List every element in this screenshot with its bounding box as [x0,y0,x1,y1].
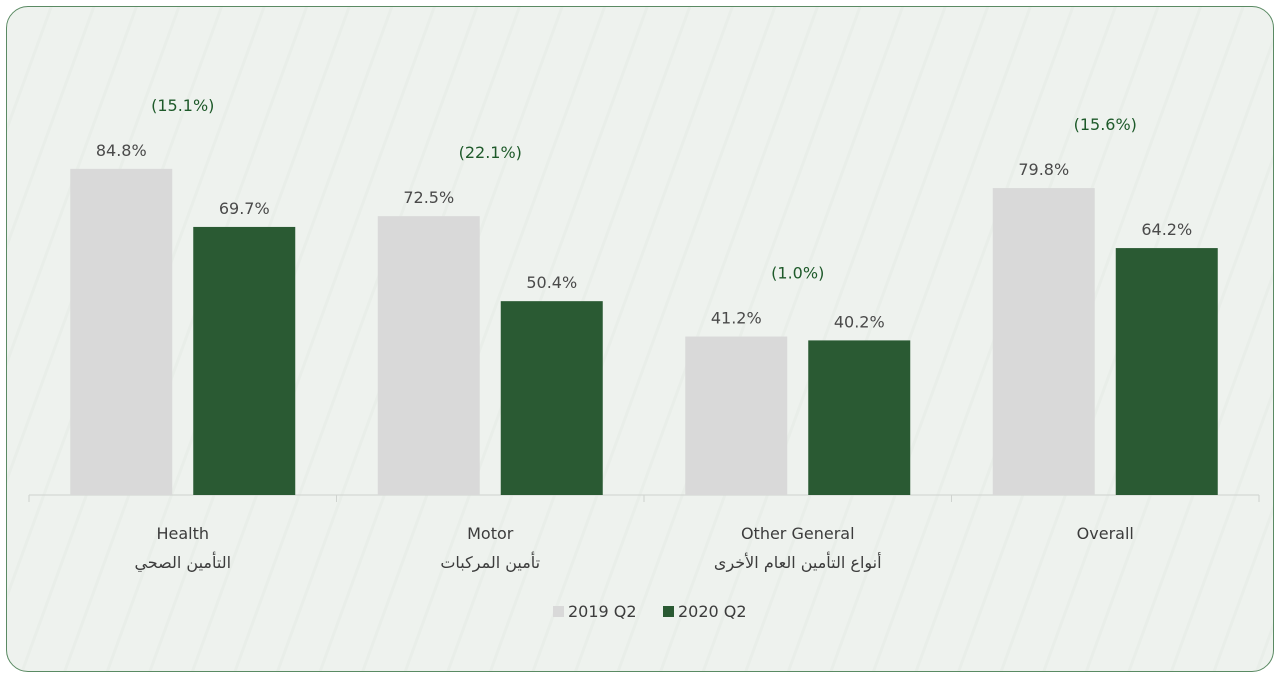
data-label: 41.2% [711,309,762,328]
bar-chart: 84.8% 69.7% (15.1%) Health التأمين الصحي 72.5… [7,7,1273,671]
data-label: 79.8% [1018,160,1069,179]
bar-2019-q2 [70,168,173,496]
data-label: 64.2% [1141,220,1192,239]
change-label: (22.1%) [459,143,522,162]
bar-2019-q2 [685,336,788,495]
data-label: 84.8% [96,141,147,160]
legend-label: 2020 Q2 [678,602,747,621]
bar-2020-q2 [500,301,603,495]
chart-card: 84.8% 69.7% (15.1%) Health التأمين الصحي 72.5… [6,6,1274,672]
legend-label: 2019 Q2 [568,602,637,621]
category-label-arabic: التأمين الصحي [134,551,231,573]
category-label: Other General [741,524,855,543]
bar-2019-q2 [992,188,1095,495]
legend-swatch-2019-q2 [553,606,564,617]
change-label: (15.6%) [1074,115,1137,134]
category-label: Health [156,524,209,543]
category-label: Motor [467,524,514,543]
bar-2019-q2 [377,216,480,496]
bar-2020-q2 [808,340,911,495]
bar-2020-q2 [193,226,296,495]
data-label: 69.7% [219,199,270,218]
data-label: 40.2% [834,312,885,331]
category-label: Overall [1077,524,1134,543]
category-label-arabic: تأمين المركبات [440,551,540,573]
change-label: (1.0%) [771,264,824,283]
change-label: (15.1%) [151,96,214,115]
data-label: 72.5% [403,188,454,207]
legend-swatch-2020-q2 [663,606,674,617]
data-label: 50.4% [526,273,577,292]
category-label-arabic: أنواع التأمين العام الأخرى [714,551,882,573]
bar-2020-q2 [1115,248,1218,495]
